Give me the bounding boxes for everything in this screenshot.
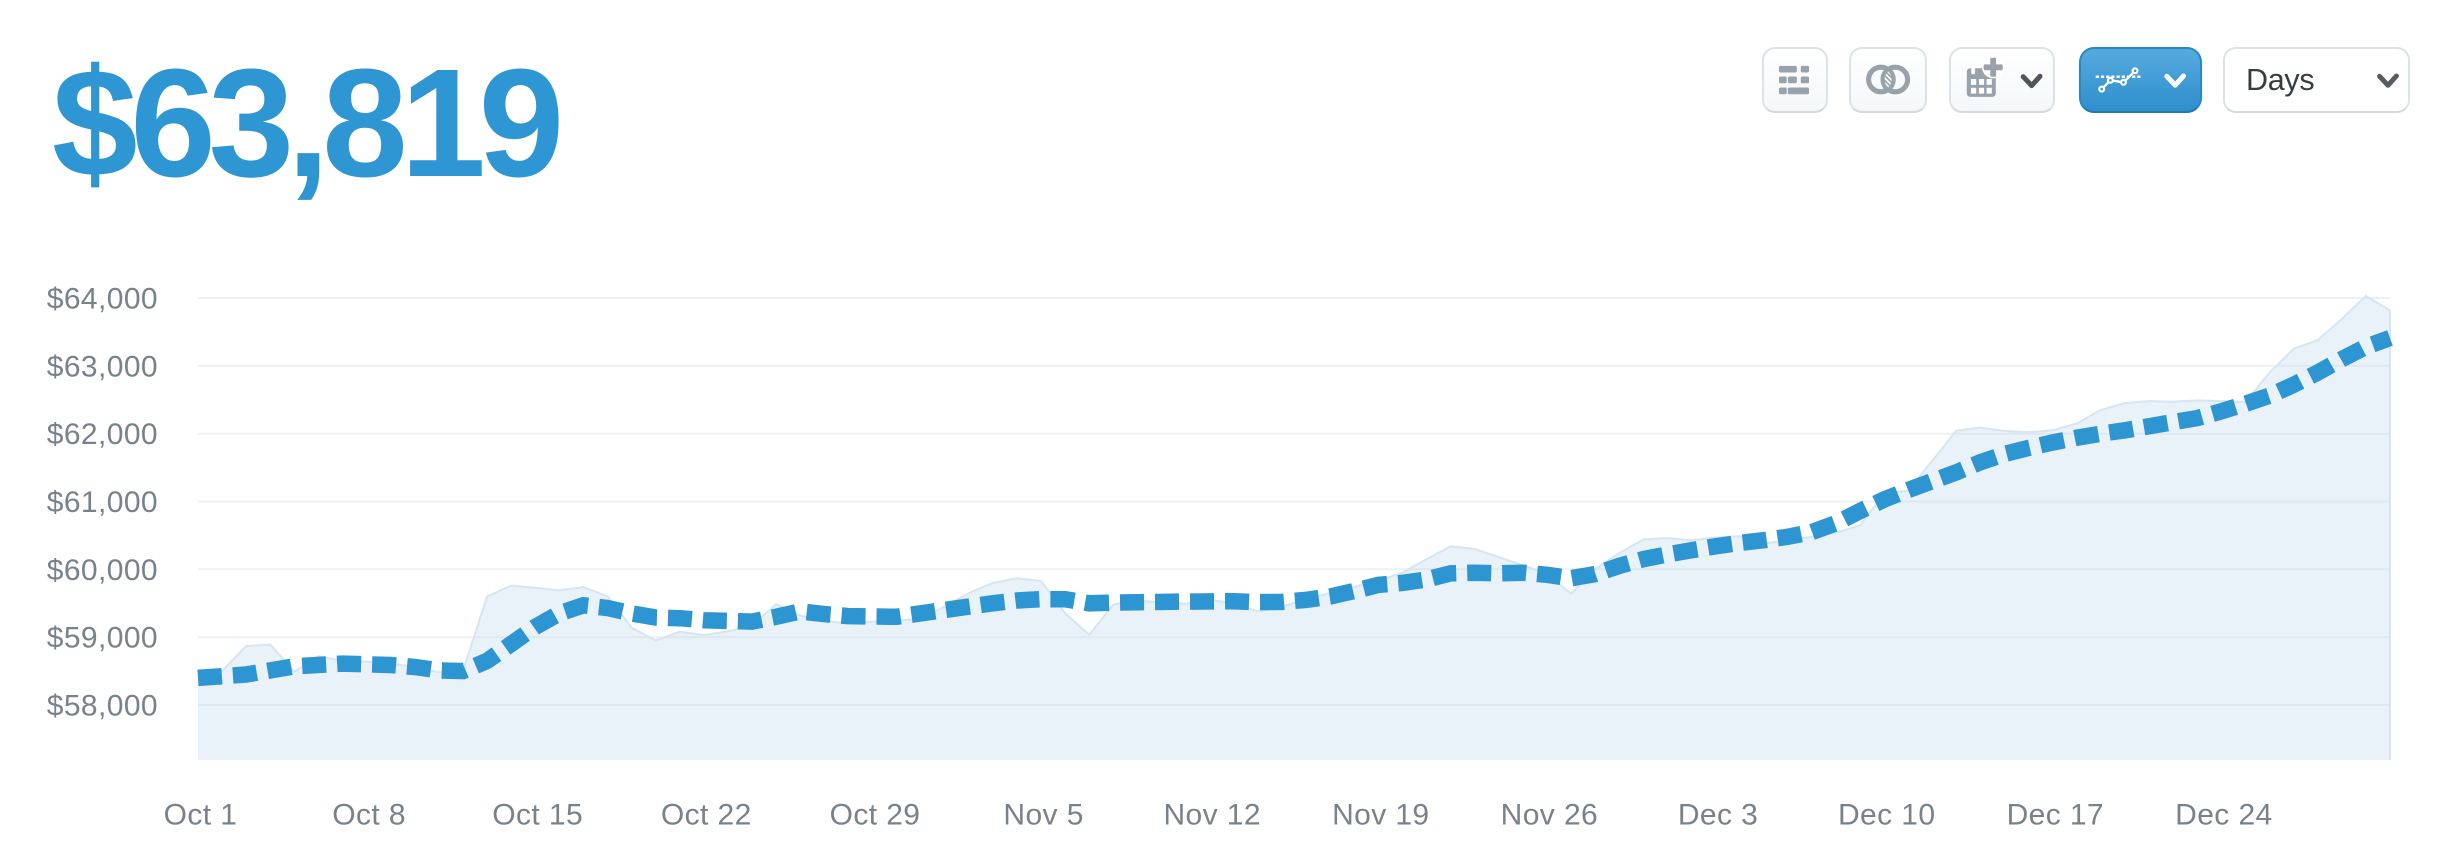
svg-text:Days: Days — [2246, 63, 2314, 97]
svg-text:$60,000: $60,000 — [47, 554, 158, 587]
svg-text:$64,000: $64,000 — [47, 283, 158, 316]
svg-text:$59,000: $59,000 — [47, 622, 158, 655]
svg-text:Dec 24: Dec 24 — [2175, 799, 2272, 832]
svg-text:$63,000: $63,000 — [47, 350, 158, 383]
svg-text:Oct 15: Oct 15 — [492, 799, 583, 832]
svg-text:Dec 17: Dec 17 — [2007, 799, 2104, 832]
svg-text:Nov 19: Nov 19 — [1332, 799, 1429, 832]
svg-text:Oct 8: Oct 8 — [332, 799, 406, 832]
svg-text:$61,000: $61,000 — [47, 486, 158, 519]
svg-text:Oct 1: Oct 1 — [164, 799, 238, 832]
svg-text:Oct 22: Oct 22 — [661, 799, 752, 832]
svg-text:Nov 26: Nov 26 — [1501, 799, 1598, 832]
svg-text:Nov 5: Nov 5 — [1003, 799, 1083, 832]
svg-text:Nov 12: Nov 12 — [1163, 799, 1260, 832]
svg-text:Dec 3: Dec 3 — [1678, 799, 1758, 832]
svg-text:Oct 29: Oct 29 — [830, 799, 921, 832]
svg-text:Dec 10: Dec 10 — [1838, 799, 1935, 832]
svg-text:$62,000: $62,000 — [47, 418, 158, 451]
svg-text:$58,000: $58,000 — [47, 690, 158, 723]
